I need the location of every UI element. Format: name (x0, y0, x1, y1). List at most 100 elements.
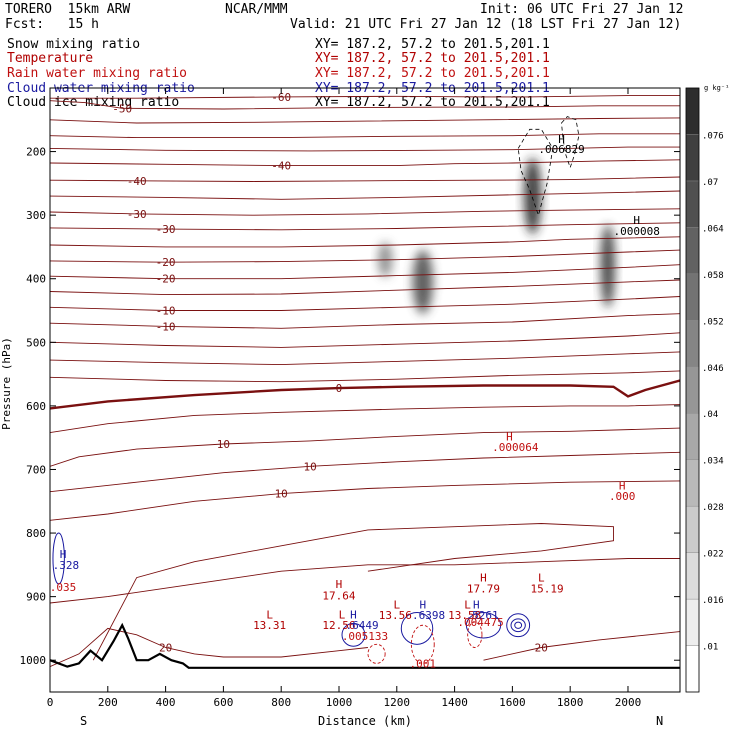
y-tick-label: 900 (26, 591, 46, 604)
field-extremum-label: 13.58 (448, 609, 481, 622)
isotherm-label: -30 (156, 223, 176, 236)
field-xy-snow: XY= 187.2, 57.2 to 201.5,201.1 (315, 37, 550, 52)
isotherm-line (50, 351, 680, 366)
rain-water-contour (410, 624, 435, 664)
cloud-water-contour (510, 618, 526, 633)
colorbar-segment (685, 645, 700, 693)
colorbar-tick-label: .076 (702, 131, 724, 141)
isotherm-line (50, 133, 680, 139)
isotherm-label: -10 (156, 320, 176, 333)
terrain-surface (49, 622, 680, 669)
x-axis-label: Distance (km) (318, 714, 412, 728)
field-extremum-label: .5261 (465, 609, 498, 622)
cloud-water-contour (465, 612, 502, 639)
field-extremum-label: H (419, 598, 426, 611)
cloud-ice-blob (600, 224, 615, 308)
x-end-right: N (656, 714, 664, 728)
snow-contour (561, 116, 580, 169)
isotherm-line (50, 117, 680, 124)
isotherm-line (50, 146, 680, 152)
colorbar-segment (685, 552, 700, 600)
y-tick-label: 300 (26, 209, 46, 222)
y-tick-label: 800 (26, 527, 46, 540)
colorbar-segment (685, 180, 700, 228)
init-time: Init: 06 UTC Fri 27 Jan 12 (480, 2, 684, 17)
colorbar: .01 .016 .022 .028 .034 .04 .046 .052 .058 .064 .0… (685, 87, 724, 693)
rain-water-contour (367, 643, 386, 664)
colorbar-tick-label: .034 (702, 457, 724, 467)
field-extremum-label: .006829 (538, 143, 584, 156)
isotherm-line (50, 264, 680, 280)
field-extremum-label: .005133 (342, 630, 388, 643)
colorbar-segment (685, 134, 700, 182)
colorbar-tick-label: .016 (702, 596, 724, 606)
field-name-rain: Rain water mixing ratio (7, 66, 188, 81)
colorbar-tick-label: .052 (702, 317, 724, 327)
field-extremum-label: .328 (53, 559, 80, 572)
cloud-water-contour (341, 622, 366, 647)
x-tick-label: 1400 (441, 696, 468, 709)
isotherm-line (50, 249, 680, 263)
isotherm-line (92, 523, 614, 661)
rain-water-contour (467, 621, 483, 648)
isotherm-line (50, 379, 680, 410)
x-tick-label: 1800 (557, 696, 584, 709)
isotherm-line (50, 159, 680, 167)
field-name-temperature: Temperature (7, 51, 94, 66)
x-tick-label: 800 (271, 696, 291, 709)
field-extremum-label: 13.56 (379, 609, 412, 622)
isotherm-label: 20 (159, 641, 172, 654)
model-title: TORERO 15km ARW (5, 2, 131, 17)
field-name-snow: Snow mixing ratio (7, 37, 141, 52)
field-extremum-label: H (506, 430, 513, 443)
isotherm-line (50, 370, 680, 383)
isotherm-label: -20 (156, 256, 176, 269)
x-tick-label: 600 (213, 696, 233, 709)
field-extremum-label: L (339, 608, 346, 621)
y-tick-label: 600 (26, 400, 46, 413)
cloud-ice-blob (523, 157, 542, 235)
field-extremum-label: .000 (609, 490, 636, 503)
field-extremum-label: L (538, 572, 545, 585)
isotherm-line (50, 451, 680, 493)
isotherm-label: -40 (127, 175, 147, 188)
colorbar-unit: g kg⁻¹ (704, 84, 730, 92)
temperature-contours (50, 95, 680, 668)
field-extremum-label: .6398 (412, 609, 445, 622)
x-end-left: S (80, 714, 88, 728)
isotherm-label: -20 (156, 273, 176, 286)
field-extremum-label: H (336, 578, 343, 591)
x-tick-label: 1000 (326, 696, 353, 709)
isotherm-line (50, 480, 680, 521)
isotherm-label: 0 (336, 382, 343, 395)
field-extremum-label: .000064 (492, 441, 539, 454)
x-tick-label: 0 (47, 696, 54, 709)
x-tick-label: 2000 (615, 696, 642, 709)
colorbar-segment (685, 320, 700, 367)
field-extremum-label: H (558, 133, 565, 146)
y-tick-label: 400 (26, 273, 46, 286)
isotherm-label: -60 (271, 91, 291, 104)
plot-frame (49, 87, 681, 693)
colorbar-tick-label: .022 (702, 550, 724, 560)
forecast-hour: Fcst: 15 h (5, 17, 99, 32)
field-extremum-label: H (633, 214, 640, 227)
field-extremum-label: .004475 (457, 616, 503, 629)
colorbar-segment (685, 505, 700, 553)
field-extremum-label: .000008 (613, 225, 659, 238)
isotherm-label: 10 (303, 460, 316, 473)
colorbar-tick-label: .07 (702, 178, 718, 188)
colorbar-tick-label: .04 (702, 410, 718, 420)
y-tick-label: 1000 (20, 654, 47, 667)
colorbar-tick-label: .046 (702, 364, 724, 374)
cloud-water-contour (52, 532, 65, 585)
field-extremum-label: .035 (50, 581, 77, 594)
field-extremum-label: L (393, 598, 400, 611)
isotherm-line (50, 296, 680, 311)
colorbar-segment (685, 598, 700, 646)
field-name-cloud-ice: Cloud ice mixing ratio (7, 95, 180, 110)
isotherm-line (50, 222, 680, 231)
y-tick-label: 700 (26, 463, 46, 476)
cloud-water-contour (506, 613, 531, 638)
isotherm-label: 20 (535, 641, 548, 654)
